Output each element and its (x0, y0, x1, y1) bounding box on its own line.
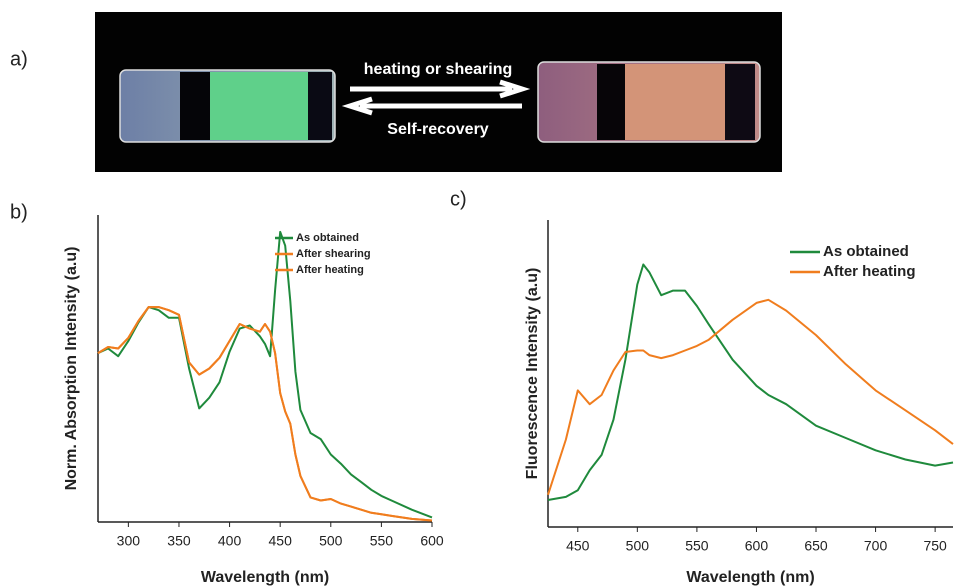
x-tick-label: 350 (167, 533, 191, 549)
slide-film (625, 64, 725, 140)
slide-band (308, 72, 332, 140)
x-axis-label: Wavelength (nm) (201, 569, 329, 586)
data-line (548, 300, 953, 495)
x-tick-label: 500 (626, 538, 650, 554)
legend-label: As obtained (296, 232, 359, 244)
x-tick-label: 550 (685, 538, 709, 554)
panel-label: b) (10, 201, 28, 223)
data-line (98, 232, 432, 518)
legend-label: After shearing (296, 248, 371, 260)
x-tick-label: 500 (319, 533, 343, 549)
panel-label: c) (450, 188, 467, 210)
x-tick-label: 550 (370, 533, 394, 549)
slide-band (180, 72, 210, 140)
y-axis-label: Norm. Absorption Intensity (a.u) (63, 247, 80, 491)
data-line (98, 307, 432, 520)
photo: heating or shearing Self-recovery (95, 12, 782, 172)
photo-label: heating or shearing (364, 61, 512, 78)
slide-film (210, 72, 308, 140)
legend-label: After heating (296, 264, 364, 276)
x-tick-label: 650 (804, 538, 828, 554)
photo-label: Self-recovery (387, 121, 488, 138)
x-tick-label: 600 (745, 538, 769, 554)
panel-label: a) (10, 48, 28, 70)
slide-band (725, 64, 755, 140)
x-tick-label: 450 (269, 533, 293, 549)
figure: a) b) c) heating or shearing Self-recove… (0, 0, 955, 588)
x-tick-label: 300 (117, 533, 141, 549)
legend-label: After heating (823, 263, 916, 280)
x-tick-label: 600 (420, 533, 444, 549)
legend-label: As obtained (823, 243, 909, 260)
data-line (98, 307, 432, 520)
x-tick-label: 450 (566, 538, 590, 554)
x-tick-label: 700 (864, 538, 888, 554)
y-axis-label: Fluorescence Intensity (a.u) (524, 268, 541, 480)
x-tick-label: 400 (218, 533, 242, 549)
x-axis-label: Wavelength (nm) (686, 569, 814, 586)
x-tick-label: 750 (923, 538, 947, 554)
slide-band (597, 64, 625, 140)
